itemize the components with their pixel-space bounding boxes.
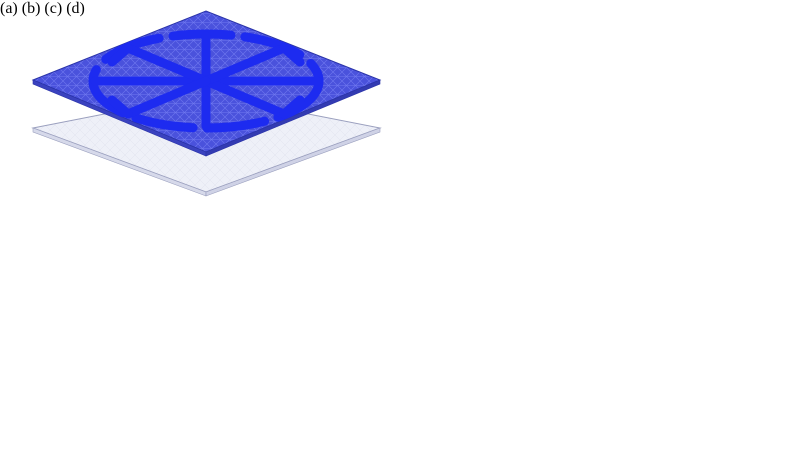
panel-a — [31, 10, 382, 197]
panel-c-caption: (c) — [44, 0, 63, 17]
panel-b-caption: (b) — [21, 0, 41, 17]
panel-a-caption: (a) — [0, 0, 18, 17]
panel-a-spoked-ring — [88, 29, 324, 133]
panel-d-caption: (d) — [66, 0, 85, 17]
